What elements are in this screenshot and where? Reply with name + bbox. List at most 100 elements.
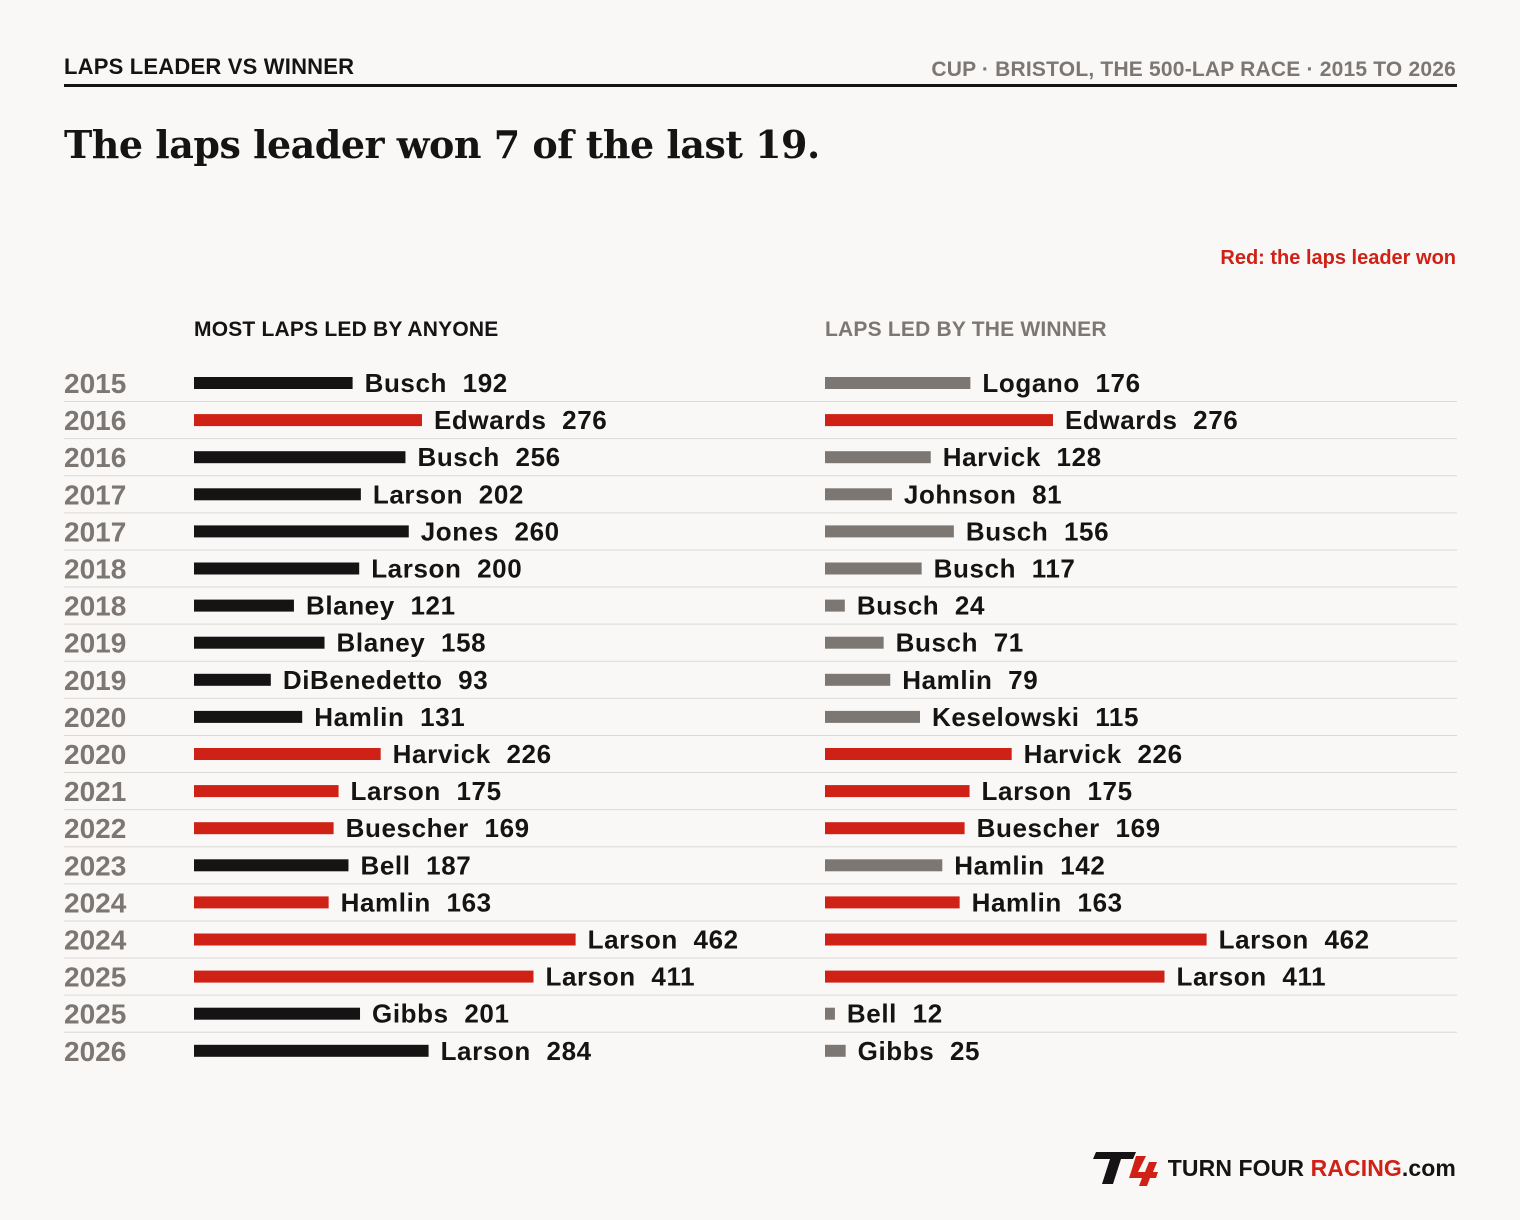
year-label: 2017 (64, 479, 126, 510)
leader-label: Larson 175 (351, 776, 502, 806)
leader-label: Hamlin 163 (341, 887, 492, 917)
year-label: 2020 (64, 702, 126, 733)
year-label: 2025 (64, 962, 126, 993)
winner-bar (825, 748, 1012, 760)
leader-bar (194, 599, 294, 612)
year-label: 2020 (64, 739, 126, 770)
winner-bar (825, 896, 960, 909)
year-label: 2015 (64, 368, 126, 399)
leader-bar (194, 933, 576, 946)
winner-label: Gibbs 25 (858, 1036, 980, 1066)
winner-label: Hamlin 142 (954, 850, 1105, 880)
year-label: 2023 (64, 850, 126, 881)
leader-label: Busch 192 (365, 368, 508, 398)
year-label: 2016 (64, 405, 126, 436)
winner-bar (825, 488, 892, 501)
leader-bar (194, 785, 339, 798)
winner-label: Busch 71 (896, 628, 1024, 658)
winner-label: Harvick 226 (1024, 739, 1183, 769)
leader-label: Edwards 276 (434, 405, 607, 435)
winner-bar (825, 636, 884, 649)
year-label: 2025 (64, 999, 126, 1030)
year-label: 2022 (64, 813, 126, 844)
leader-bar (194, 562, 360, 575)
winner-label: Busch 117 (934, 554, 1076, 584)
winner-bar (825, 451, 931, 464)
footer-brand: TURN FOUR RACING.com (1088, 1148, 1456, 1188)
leader-label: Buescher 169 (346, 813, 530, 843)
winner-bar (825, 970, 1165, 983)
winner-label: Bell 12 (847, 999, 943, 1029)
leader-bar (194, 377, 353, 389)
panel-title-winner: LAPS LED BY THE WINNER (825, 318, 1107, 341)
winner-label: Larson 462 (1219, 925, 1370, 955)
year-label: 2016 (64, 442, 126, 473)
winner-bar (825, 1007, 835, 1020)
winner-bar (825, 1044, 846, 1057)
leader-bar (194, 1007, 361, 1020)
chart-kicker: LAPS LEADER VS WINNER (64, 54, 355, 79)
leader-label: Blaney 121 (306, 591, 456, 621)
winner-bar (825, 525, 954, 538)
leader-bar (194, 488, 361, 501)
leader-bar (194, 1044, 429, 1057)
leader-bar (194, 710, 303, 723)
leader-label: Larson 200 (371, 554, 522, 584)
winner-label: Logano 176 (982, 368, 1140, 398)
leader-label: Larson 411 (545, 962, 695, 992)
winner-bar (825, 710, 920, 723)
winner-label: Hamlin 79 (902, 665, 1038, 695)
winner-label: Larson 175 (982, 776, 1133, 806)
leader-bar (194, 414, 422, 427)
brand-part3: .com (1401, 1154, 1456, 1181)
year-label: 2017 (64, 516, 126, 547)
leader-label: Busch 256 (417, 442, 560, 472)
year-label: 2019 (64, 628, 126, 659)
leader-bar (194, 636, 325, 649)
year-label: 2026 (64, 1036, 126, 1067)
winner-bar (825, 673, 891, 686)
brand-name[interactable]: TURN FOUR RACING.com (1168, 1155, 1456, 1182)
header-rule (64, 84, 1457, 87)
leader-label: Larson 202 (373, 479, 524, 509)
winner-bar (825, 414, 1053, 427)
winner-label: Buescher 169 (977, 813, 1161, 843)
winner-label: Edwards 276 (1065, 405, 1238, 435)
leader-bar (194, 859, 349, 872)
year-label: 2019 (64, 665, 126, 696)
race-meta: CUP · BRISTOL, THE 500-LAP RACE · 2015 T… (931, 58, 1456, 81)
leader-label: Jones 260 (421, 516, 560, 546)
winner-label: Johnson 81 (904, 479, 1062, 509)
leader-bar (194, 896, 329, 909)
winner-label: Keselowski 115 (932, 702, 1139, 732)
winner-label: Larson 411 (1176, 962, 1326, 992)
leader-label: Gibbs 201 (372, 999, 510, 1029)
winner-label: Hamlin 163 (972, 887, 1123, 917)
leader-bar (194, 970, 534, 983)
leader-label: Blaney 158 (337, 628, 487, 658)
winner-bar (825, 822, 965, 835)
winner-label: Harvick 128 (943, 442, 1102, 472)
leader-label: Hamlin 131 (314, 702, 465, 732)
year-label: 2024 (64, 887, 127, 918)
leader-bar (194, 525, 409, 538)
headline: The laps leader won 7 of the last 19. (64, 122, 820, 167)
leader-label: Bell 187 (360, 850, 471, 880)
winner-bar (825, 859, 943, 872)
year-label: 2021 (64, 776, 126, 807)
t4-logo-icon (1092, 1152, 1158, 1186)
year-label: 2018 (64, 591, 126, 622)
leader-bar (194, 451, 406, 464)
winner-label: Busch 24 (857, 591, 985, 621)
legend-note: Red: the laps leader won (1220, 247, 1456, 269)
leader-label: Larson 284 (441, 1036, 592, 1066)
leader-label: DiBenedetto 93 (283, 665, 489, 695)
leader-bar (194, 822, 334, 835)
winner-bar (825, 933, 1207, 946)
winner-bar (825, 377, 971, 389)
leader-bar (194, 748, 381, 760)
winner-label: Busch 156 (966, 516, 1109, 546)
brand-part1: TURN FOUR (1167, 1154, 1311, 1181)
leader-label: Harvick 226 (393, 739, 552, 769)
